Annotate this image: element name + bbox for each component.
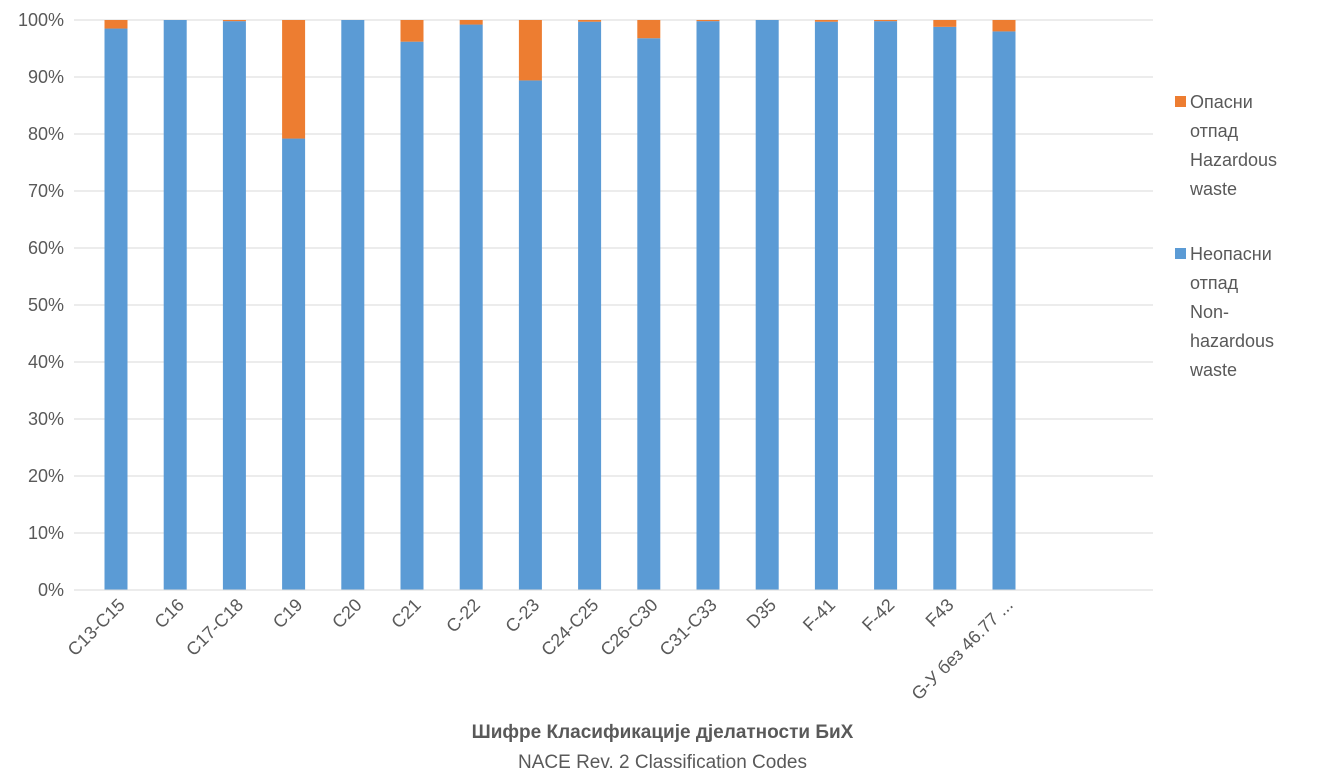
x-tick-label: C21: [387, 595, 424, 632]
bar-segment-non-hazardous: [222, 21, 246, 590]
y-tick-label: 90%: [28, 67, 64, 87]
y-tick-label: 80%: [28, 124, 64, 144]
x-tick-label: D35: [743, 595, 780, 632]
x-tick-label: C16: [151, 595, 188, 632]
bar-segment-non-hazardous: [874, 21, 898, 590]
y-tick-label: 70%: [28, 181, 64, 201]
x-tick-label: F-41: [799, 595, 839, 635]
x-tick-label: C-22: [442, 595, 484, 637]
legend-swatch-non-hazardous: [1175, 248, 1186, 259]
bar-segment-hazardous: [459, 20, 483, 25]
x-tick-label: C19: [269, 595, 306, 632]
bar-segment-hazardous: [104, 20, 128, 29]
y-axis-ticks: 0% 10% 20% 30% 40% 50% 60% 70% 80% 90% 100%: [18, 10, 64, 600]
x-tick-label: C24-C25: [537, 595, 602, 660]
bar-segment-non-hazardous: [341, 20, 365, 590]
x-tick-label: C-23: [501, 595, 543, 637]
bar-segment-hazardous: [222, 20, 246, 22]
legend: Опасни отпад Hazardous waste Неопасни от…: [1175, 88, 1325, 421]
x-axis-title: Шифре Класификације дјелатности БиХ: [471, 722, 854, 743]
bar-segment-non-hazardous: [755, 20, 779, 590]
x-tick-label: F43: [922, 595, 958, 631]
y-tick-label: 50%: [28, 295, 64, 315]
gridlines: [74, 19, 1153, 534]
legend-item-hazardous: Опасни отпад Hazardous waste: [1175, 88, 1325, 204]
legend-item-non-hazardous: Неопасни отпад Non- hazardous waste: [1175, 240, 1325, 385]
y-tick-label: 10%: [28, 523, 64, 543]
bar-segment-non-hazardous: [992, 31, 1016, 590]
bar-segment-hazardous: [933, 20, 957, 27]
x-tick-label: C17-C18: [182, 595, 247, 660]
bar-segment-non-hazardous: [814, 21, 838, 590]
y-tick-label: 100%: [18, 10, 64, 30]
bar-segment-hazardous: [400, 20, 424, 42]
bar-segment-non-hazardous: [163, 20, 187, 590]
bar-segment-hazardous: [518, 20, 542, 81]
bar-segment-non-hazardous: [696, 21, 720, 590]
bar-segment-non-hazardous: [933, 26, 957, 590]
bar-segment-hazardous: [578, 20, 602, 22]
bar-segment-hazardous: [814, 20, 838, 22]
bar-segment-non-hazardous: [459, 24, 483, 591]
bars: [104, 20, 1016, 591]
y-tick-label: 0%: [38, 580, 64, 600]
x-tick-label: C31-C33: [656, 595, 721, 660]
bar-segment-non-hazardous: [104, 28, 128, 591]
legend-label-non-hazardous: Неопасни отпад Non- hazardous waste: [1190, 244, 1275, 380]
x-axis-title-block: Шифре Класификације дјелатности БиХ NACE…: [0, 718, 1325, 778]
bar-segment-non-hazardous: [282, 138, 306, 590]
x-tick-label: C20: [328, 595, 365, 632]
bar-segment-hazardous: [696, 20, 720, 22]
x-axis-subtitle: NACE Rev. 2 Classification Codes: [518, 752, 807, 773]
y-tick-label: 20%: [28, 466, 64, 486]
bar-segment-non-hazardous: [637, 38, 661, 591]
y-tick-label: 60%: [28, 238, 64, 258]
bar-segment-hazardous: [874, 20, 898, 22]
x-tick-label: F-42: [858, 595, 898, 635]
y-tick-label: 40%: [28, 352, 64, 372]
bar-segment-non-hazardous: [400, 41, 424, 591]
x-tick-label: G-У без 46.77 ...: [908, 595, 1017, 704]
legend-label-hazardous: Опасни отпад Hazardous waste: [1190, 92, 1278, 199]
x-tick-label: C26-C30: [597, 595, 662, 660]
x-tick-label: C13-C15: [64, 595, 129, 660]
legend-swatch-hazardous: [1175, 96, 1186, 107]
bar-segment-hazardous: [637, 20, 661, 39]
bar-segment-non-hazardous: [518, 80, 542, 591]
y-tick-label: 30%: [28, 409, 64, 429]
bar-segment-hazardous: [992, 20, 1016, 32]
bar-segment-non-hazardous: [578, 21, 602, 590]
bar-segment-hazardous: [282, 20, 306, 139]
